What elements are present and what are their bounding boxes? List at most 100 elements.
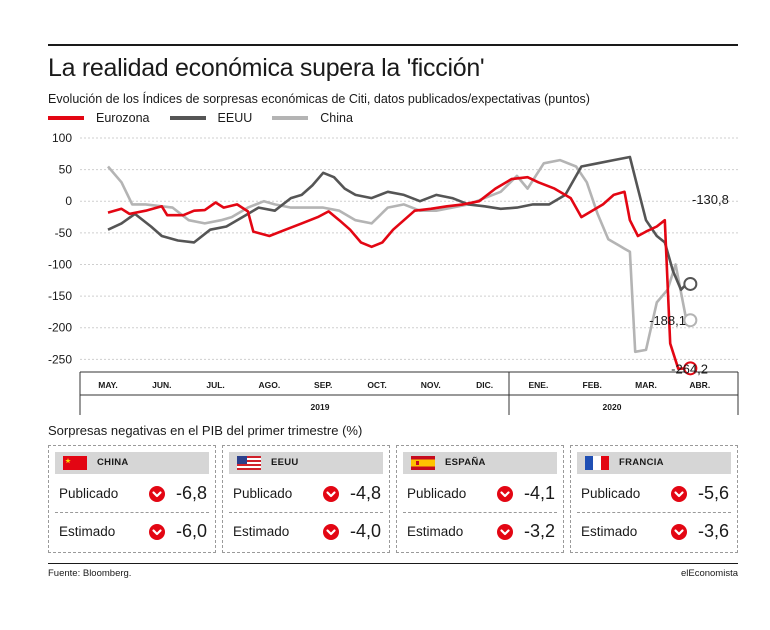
row-divider	[229, 512, 383, 513]
down-arrow-icon	[497, 486, 513, 502]
published-row: Publicado -4,8	[229, 478, 383, 512]
x-tick-label: MAR.	[635, 380, 657, 390]
x-tick-label: SEP.	[314, 380, 332, 390]
estimated-row: Estimado -3,6	[577, 516, 731, 550]
legend-label-china: China	[320, 111, 353, 125]
country-name: FRANCIA	[619, 457, 664, 468]
published-value: -4,8	[349, 483, 381, 503]
country-name: EEUU	[271, 457, 299, 468]
estimated-label: Estimado	[407, 524, 464, 539]
down-arrow-icon	[497, 524, 513, 540]
y-tick-label: -150	[48, 289, 72, 303]
estimated-row: Estimado -6,0	[55, 516, 209, 550]
estimated-value: -3,2	[523, 521, 555, 541]
gdp-card-espana: ESPAÑA Publicado -4,1 Estimado -3,2	[396, 445, 564, 553]
y-tick-label: 50	[59, 163, 73, 177]
card-header: ESPAÑA	[403, 452, 557, 474]
gdp-cards: CHINA Publicado -6,8 Estimado -6,0 EEUU	[48, 445, 738, 553]
fr-flag-icon	[585, 456, 609, 470]
footer-rule	[48, 563, 738, 564]
end-marker-eurozona	[683, 361, 698, 376]
down-arrow-icon	[671, 524, 687, 540]
legend-label-eurozona: Eurozona	[96, 111, 150, 125]
published-label: Publicado	[59, 486, 119, 501]
end-marker-china	[683, 313, 698, 328]
chart-title: La realidad económica supera la 'ficción…	[48, 54, 485, 82]
row-divider	[55, 512, 209, 513]
published-label: Publicado	[581, 486, 641, 501]
estimated-label: Estimado	[233, 524, 290, 539]
gdp-section-title: Sorpresas negativas en el PIB del primer…	[48, 423, 363, 438]
source-note: Fuente: Bloomberg.	[48, 568, 132, 579]
series-line-china	[107, 158, 688, 354]
down-arrow-icon	[323, 486, 339, 502]
estimated-row: Estimado -4,0	[229, 516, 383, 550]
gdp-card-eeuu: EEUU Publicado -4,8 Estimado -4,0	[222, 445, 390, 553]
end-value-label: -130,8	[692, 192, 729, 207]
country-name: ESPAÑA	[445, 457, 486, 468]
chart-subtitle: Evolución de los Índices de sorpresas ec…	[48, 92, 590, 106]
row-divider	[403, 512, 557, 513]
down-arrow-icon	[671, 486, 687, 502]
row-divider	[577, 512, 731, 513]
country-name: CHINA	[97, 457, 129, 468]
card-header: FRANCIA	[577, 452, 731, 474]
published-label: Publicado	[233, 486, 293, 501]
legend-item-eeuu: EEUU	[169, 111, 253, 125]
down-arrow-icon	[149, 486, 165, 502]
y-tick-label: -50	[55, 226, 73, 240]
line-chart: 100 50 0 -50 -100 -150 -200 -250 MAY. JUN. JUL. AGO…	[48, 131, 739, 415]
legend-swatch-eeuu	[169, 116, 206, 120]
legend-swatch-china	[272, 116, 309, 120]
cn-flag-icon	[63, 456, 87, 470]
end-marker-eeuu	[683, 276, 698, 291]
x-tick-label: NOV.	[421, 380, 441, 390]
year-label: 2019	[311, 402, 330, 412]
legend-label-eeuu: EEUU	[217, 111, 253, 125]
y-tick-label: -200	[48, 321, 72, 335]
legend-swatch-eurozona	[48, 116, 84, 120]
estimated-label: Estimado	[581, 524, 638, 539]
estimated-value: -6,0	[175, 521, 207, 541]
y-tick-label: 0	[65, 194, 72, 208]
down-arrow-icon	[323, 524, 339, 540]
legend-item-china: China	[272, 111, 353, 125]
published-value: -4,1	[523, 483, 555, 503]
us-flag-icon	[237, 456, 261, 470]
end-value-label: -264,2	[671, 361, 708, 376]
down-arrow-icon	[149, 524, 165, 540]
published-label: Publicado	[407, 486, 467, 501]
estimated-row: Estimado -3,2	[403, 516, 557, 550]
legend-item-eurozona: Eurozona	[48, 111, 150, 125]
es-flag-icon	[411, 456, 435, 470]
year-label: 2020	[603, 402, 622, 412]
x-tick-label: ABR.	[689, 380, 710, 390]
series-line-eurozona	[107, 175, 687, 371]
x-tick-label: JUL.	[206, 380, 224, 390]
estimated-label: Estimado	[59, 524, 116, 539]
series-line-eeuu	[107, 155, 688, 292]
card-header: CHINA	[55, 452, 209, 474]
gdp-card-china: CHINA Publicado -6,8 Estimado -6,0	[48, 445, 216, 553]
x-tick-label: MAY.	[98, 380, 118, 390]
x-tick-label: JUN.	[152, 380, 171, 390]
y-tick-label: 100	[52, 131, 72, 145]
published-row: Publicado -6,8	[55, 478, 209, 512]
published-row: Publicado -4,1	[403, 478, 557, 512]
published-value: -5,6	[697, 483, 729, 503]
x-tick-label: OCT.	[367, 380, 386, 390]
estimated-value: -3,6	[697, 521, 729, 541]
y-tick-label: -100	[48, 257, 72, 271]
gdp-card-francia: FRANCIA Publicado -5,6 Estimado -3,6	[570, 445, 738, 553]
card-header: EEUU	[229, 452, 383, 474]
x-tick-label: DIC.	[476, 380, 493, 390]
end-value-label: -188,1	[649, 313, 686, 328]
chart-legend: Eurozona EEUU China	[48, 110, 373, 126]
brand-name: elEconomista	[680, 568, 738, 579]
top-rule	[48, 44, 738, 46]
x-tick-label: FEB.	[583, 380, 602, 390]
published-row: Publicado -5,6	[577, 478, 731, 512]
x-tick-label: ENE.	[528, 380, 548, 390]
estimated-value: -4,0	[349, 521, 381, 541]
x-tick-label: AGO.	[259, 380, 281, 390]
